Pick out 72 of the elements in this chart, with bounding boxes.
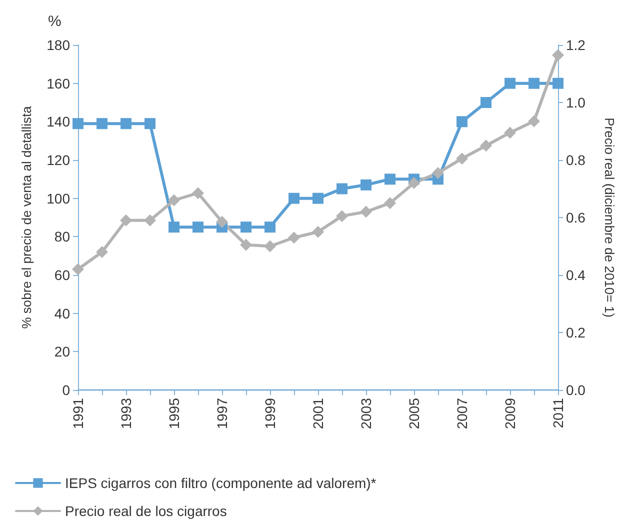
point bbox=[72, 263, 84, 276]
y-tick-label: 0 bbox=[62, 382, 70, 398]
point bbox=[384, 174, 396, 185]
point bbox=[480, 140, 492, 152]
point bbox=[552, 49, 564, 62]
y2-tick-label: 1.0 bbox=[566, 94, 586, 110]
x-tick-label: 1993 bbox=[118, 398, 134, 430]
y-tick-label: 120 bbox=[46, 152, 70, 168]
y2-axis-title: Precio real (diciembre de 2010= 1) bbox=[602, 118, 617, 318]
y2-tick-label: 0.6 bbox=[566, 210, 586, 226]
point bbox=[360, 206, 372, 218]
x-tick-label: 2003 bbox=[358, 398, 374, 430]
x-tick-label: 2007 bbox=[454, 398, 470, 430]
point bbox=[96, 118, 108, 130]
x-tick-label: 2005 bbox=[406, 398, 422, 430]
y2-tick-label: 0.2 bbox=[566, 324, 586, 340]
point bbox=[480, 97, 492, 108]
point bbox=[288, 192, 300, 204]
point bbox=[168, 222, 180, 233]
point bbox=[528, 115, 540, 128]
point bbox=[456, 152, 468, 165]
point bbox=[552, 78, 564, 89]
point bbox=[408, 177, 420, 189]
y-tick-label: 180 bbox=[46, 37, 70, 53]
point bbox=[504, 78, 516, 89]
point bbox=[264, 222, 276, 233]
point bbox=[264, 240, 276, 252]
x-tick-label: 2009 bbox=[502, 398, 518, 430]
x-tick-label: 2001 bbox=[310, 398, 326, 430]
y-tick-label: 80 bbox=[54, 228, 70, 245]
point bbox=[312, 192, 324, 204]
point bbox=[240, 222, 252, 233]
y-tick-label: 140 bbox=[46, 114, 70, 130]
y-tick-label: 100 bbox=[46, 190, 70, 206]
point bbox=[96, 246, 108, 258]
y2-tick-label: 0.0 bbox=[566, 382, 586, 398]
x-tick-label: 1995 bbox=[166, 398, 182, 430]
x-tick-label: 1997 bbox=[214, 398, 230, 430]
x-tick-label: 1999 bbox=[262, 398, 278, 430]
point bbox=[72, 118, 84, 130]
point bbox=[384, 197, 396, 210]
point bbox=[144, 214, 156, 226]
point bbox=[288, 232, 300, 244]
point bbox=[168, 194, 180, 206]
y-tick-label: 40 bbox=[54, 305, 70, 322]
point bbox=[336, 210, 348, 222]
y-tick-label: 20 bbox=[54, 344, 70, 360]
y-tick-label: 60 bbox=[54, 267, 70, 283]
x-tick-label: 1991 bbox=[70, 398, 86, 430]
y2-tick-label: 0.4 bbox=[566, 267, 586, 283]
y-tick-label: 160 bbox=[46, 75, 70, 92]
text: % bbox=[48, 13, 62, 30]
x-tick-label: 2011 bbox=[550, 398, 566, 428]
point bbox=[504, 126, 516, 139]
point bbox=[192, 222, 204, 233]
point bbox=[336, 183, 348, 194]
point bbox=[360, 179, 372, 190]
point bbox=[120, 118, 132, 130]
y2-tick-label: 0.8 bbox=[566, 152, 586, 168]
y-axis-title: % sobre el precio de venta al detallista bbox=[19, 105, 34, 329]
point bbox=[432, 166, 444, 179]
point bbox=[216, 216, 228, 228]
point bbox=[144, 118, 156, 130]
point bbox=[192, 187, 204, 200]
y2-tick-label: 1.2 bbox=[566, 37, 586, 53]
point bbox=[312, 226, 324, 238]
legend-label: IEPS cigarros con filtro (componente ad valorem)* bbox=[65, 475, 377, 491]
point bbox=[456, 116, 468, 128]
point bbox=[528, 78, 540, 89]
legend-label: Precio real de los cigarros bbox=[65, 503, 227, 519]
point bbox=[120, 214, 132, 226]
point bbox=[240, 238, 252, 251]
